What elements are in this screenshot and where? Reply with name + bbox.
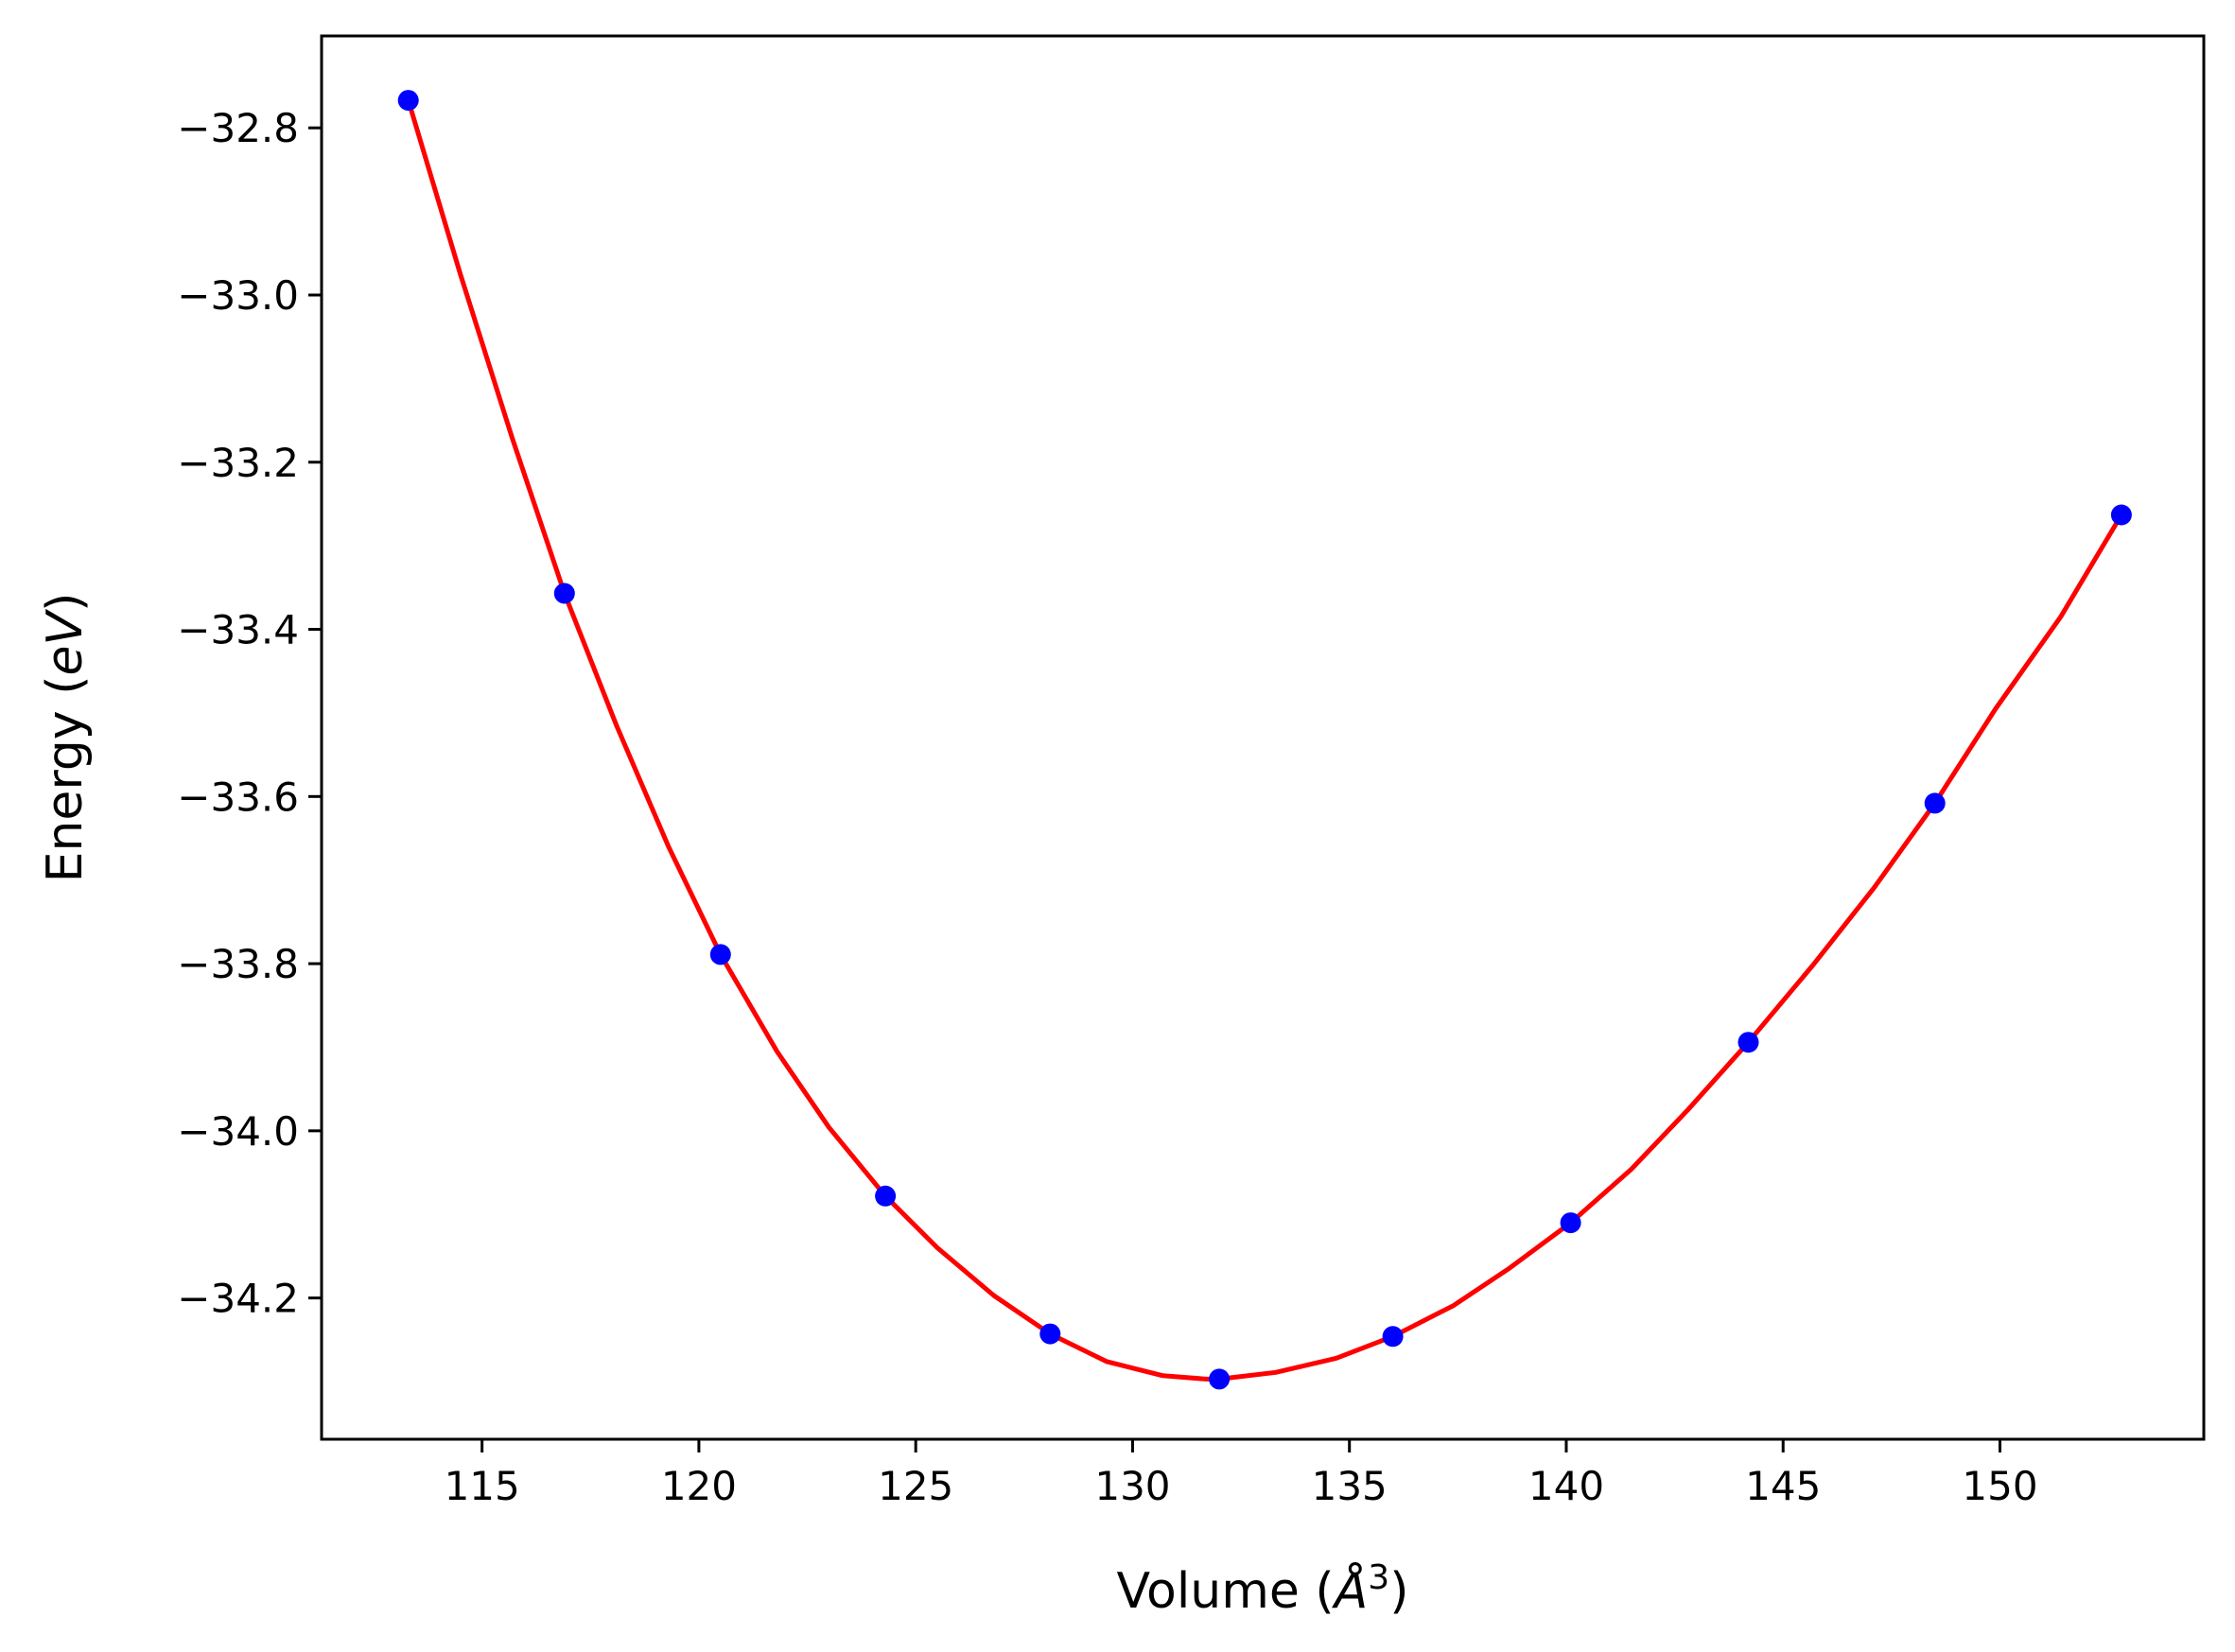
plot-frame xyxy=(320,34,2206,1441)
x-tick-label: 145 xyxy=(1745,1463,1821,1509)
data-point xyxy=(1924,792,1946,814)
data-point xyxy=(875,1185,897,1207)
x-tick-label: 150 xyxy=(1962,1463,2037,1509)
data-point xyxy=(1039,1323,1061,1345)
data-point xyxy=(709,944,731,965)
data-points-layer xyxy=(397,90,2132,1390)
x-tick-label: 120 xyxy=(661,1463,737,1509)
y-tick-label: −33.2 xyxy=(177,440,299,486)
x-axis-label: Volume (Å3) xyxy=(1117,1558,1409,1620)
data-point xyxy=(397,90,419,112)
y-tick-label: −34.0 xyxy=(177,1108,299,1155)
y-tick-label: −33.6 xyxy=(177,774,299,820)
y-tick-label: −34.2 xyxy=(177,1276,299,1322)
x-tick-label: 130 xyxy=(1094,1463,1170,1509)
x-tick-label: 140 xyxy=(1528,1463,1604,1509)
data-point xyxy=(1382,1326,1404,1348)
x-ticks: 115 120 125 130 135 140 145 150 xyxy=(445,1439,2038,1509)
y-tick-label: −33.0 xyxy=(177,272,299,319)
x-tick-label: 125 xyxy=(878,1463,953,1509)
y-tick-label: −33.8 xyxy=(177,941,299,987)
x-tick-label: 115 xyxy=(445,1463,520,1509)
y-tick-label: −33.4 xyxy=(177,607,299,653)
y-ticks: −32.8 −33.0 −33.2 −33.4 −33.6 −33.8 −34.0 −34.2 xyxy=(177,105,322,1322)
data-point xyxy=(1737,1032,1759,1053)
y-axis-label: Energy (eV) xyxy=(37,593,94,883)
data-point xyxy=(2110,504,2132,526)
x-tick-label: 135 xyxy=(1312,1463,1388,1509)
data-point xyxy=(1560,1212,1581,1234)
data-point xyxy=(1209,1368,1231,1390)
y-tick-label: −32.8 xyxy=(177,105,299,151)
data-point xyxy=(553,583,575,604)
